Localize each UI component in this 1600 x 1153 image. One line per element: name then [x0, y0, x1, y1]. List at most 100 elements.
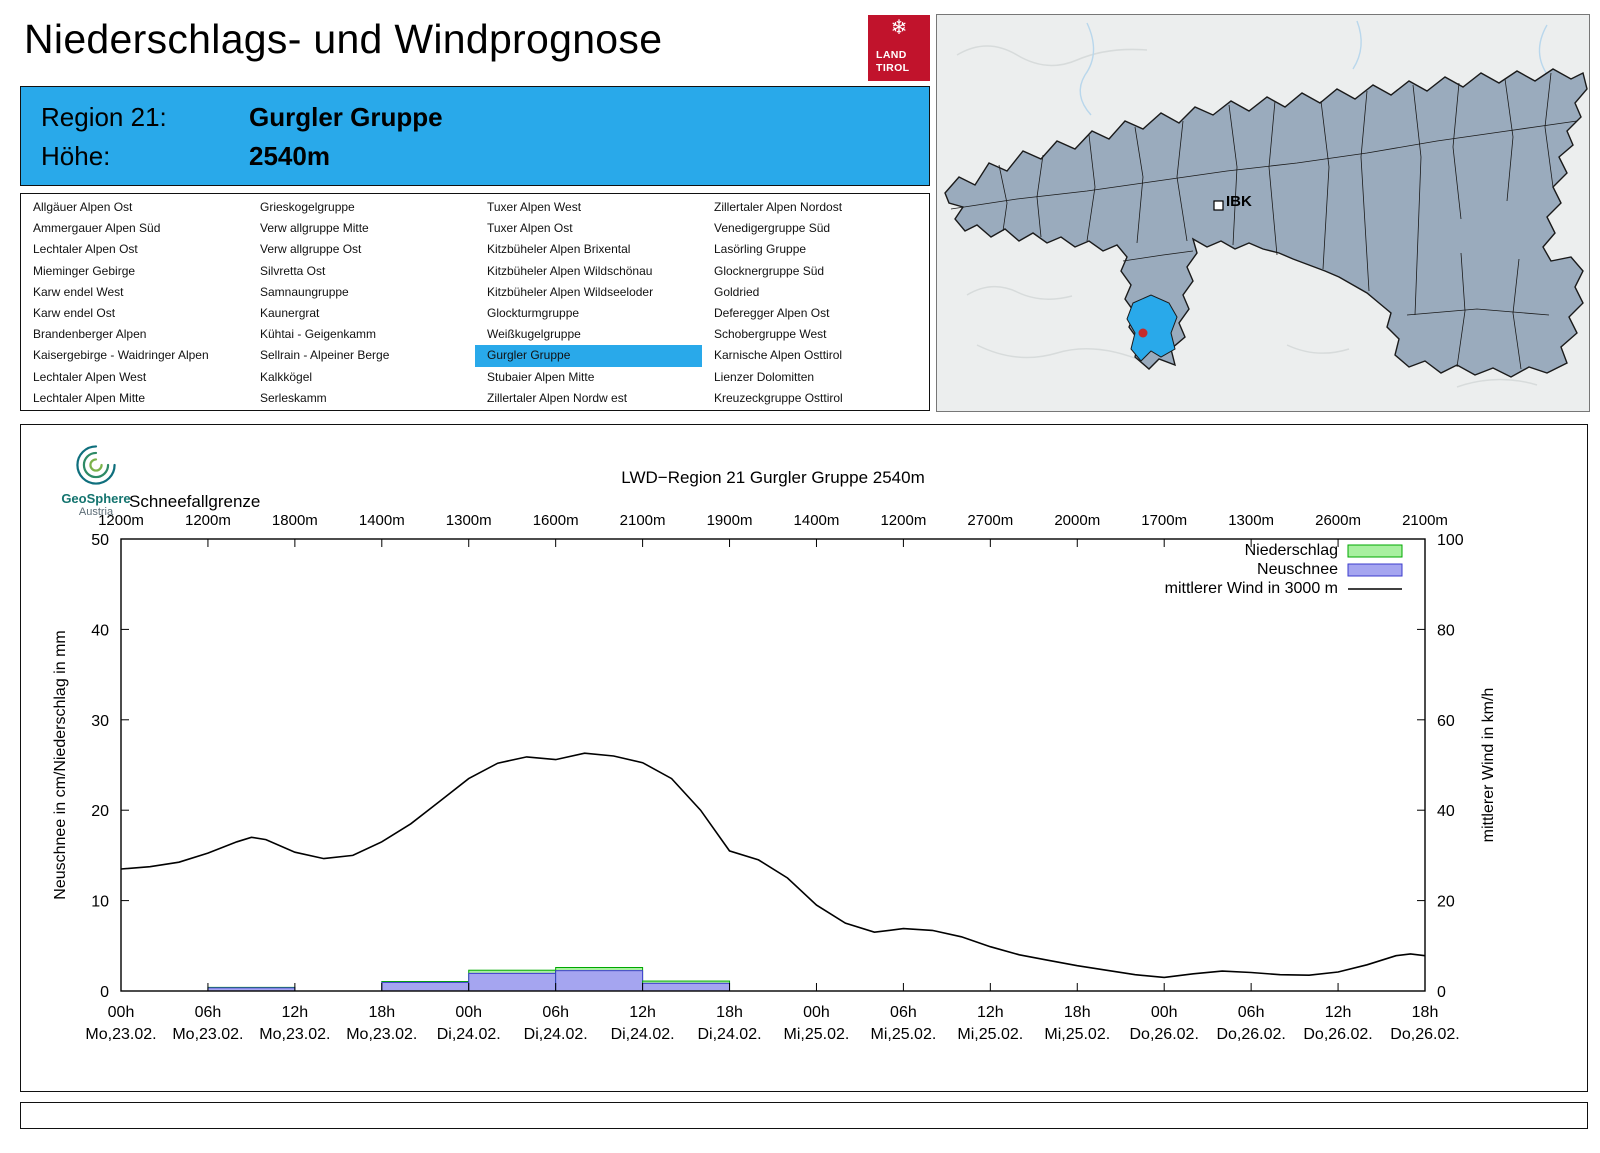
land-tirol-logo-text: LAND TIROL — [876, 49, 910, 74]
x-tick-day: Di,24.02. — [437, 1026, 501, 1043]
region-list-item[interactable]: Karnische Alpen Osttirol — [714, 348, 843, 363]
snowline-value: 2600m — [1315, 512, 1361, 529]
snowline-value: 1200m — [98, 512, 144, 529]
snowflake-icon: ❄ — [890, 17, 908, 39]
region-list-item[interactable]: Lechtaler Alpen West — [33, 369, 147, 384]
region-list-item[interactable]: Lechtaler Alpen Ost — [33, 242, 138, 257]
region-list-item[interactable]: Serleskamm — [260, 390, 327, 405]
region-list-item-selected[interactable]: Gurgler Gruppe — [475, 345, 702, 367]
y-tick-right: 80 — [1437, 622, 1455, 639]
x-tick-hour: 06h — [890, 1004, 917, 1021]
x-tick-day: Do,26.02. — [1130, 1026, 1199, 1043]
x-tick-day: Mi,25.02. — [870, 1026, 936, 1043]
region-list-item[interactable]: Zillertaler Alpen Nordw est — [487, 390, 628, 405]
region-list-item[interactable]: Tuxer Alpen Ost — [487, 221, 573, 236]
x-tick-day: Do,26.02. — [1216, 1026, 1285, 1043]
region-list-item[interactable]: Mieminger Gebirge — [33, 263, 136, 278]
region-list: Allgäuer Alpen Ost Ammergauer Alpen Süd Le… — [20, 193, 930, 411]
x-tick-day: Di,24.02. — [611, 1026, 675, 1043]
region-list-item[interactable]: Allgäuer Alpen Ost — [33, 200, 133, 214]
region-list-item[interactable]: Weißkugelgruppe — [487, 327, 581, 342]
region-list-item[interactable]: Kühtai - Geigenkamm — [260, 327, 377, 342]
region-list-item[interactable]: Kitzbüheler Alpen Brixental — [487, 242, 631, 257]
region-list-item[interactable]: Kaisergebirge - Waidringer Alpen — [33, 348, 209, 363]
region-list-item[interactable]: Silvretta Ost — [260, 263, 326, 278]
geosphere-logo: GeoSphere Austria — [41, 439, 151, 518]
ibk-marker — [1213, 200, 1224, 211]
x-tick-day: Mo,23.02. — [172, 1026, 243, 1043]
region-list-item[interactable]: Zillertaler Alpen Nordost — [714, 200, 843, 214]
region-list-item[interactable]: Kaunergrat — [260, 305, 320, 320]
y-tick-right: 40 — [1437, 803, 1455, 820]
region-list-item[interactable]: Tuxer Alpen West — [487, 200, 582, 214]
y-tick-left: 50 — [91, 532, 109, 549]
neuschnee-bar — [555, 970, 644, 992]
region-banner: Region 21: Gurgler Gruppe Höhe: 2540m — [20, 86, 930, 186]
footer-bar — [20, 1102, 1588, 1129]
region-list-item[interactable]: Glocknergruppe Süd — [714, 263, 825, 278]
wind-line — [120, 752, 1426, 979]
map-svg[interactable]: IBK — [937, 15, 1589, 411]
x-tick-hour: 00h — [1151, 1004, 1178, 1021]
region-list-item[interactable]: Kreuzeckgruppe Osttirol — [714, 390, 843, 405]
y-tick-left: 20 — [91, 803, 109, 820]
y-tick-left: 40 — [91, 622, 109, 639]
region-list-item[interactable]: Kitzbüheler Alpen Wildschönau — [487, 263, 653, 278]
region-list-item[interactable]: Samnaungruppe — [260, 284, 349, 299]
region-list-item[interactable]: Kitzbüheler Alpen Wildseeloder — [487, 284, 654, 299]
x-tick-hour: 12h — [629, 1004, 656, 1021]
snowline-value: 1300m — [1228, 512, 1274, 529]
region-list-item[interactable]: Kalkkögel — [260, 369, 313, 384]
tirol-regions[interactable] — [944, 68, 1588, 378]
neuschnee-bar — [468, 972, 557, 992]
snowline-value: 1300m — [446, 512, 492, 529]
altitude-value: 2540m — [249, 141, 330, 171]
x-tick-hour: 00h — [108, 1004, 135, 1021]
x-tick-day: Do,26.02. — [1390, 1026, 1459, 1043]
x-tick-day: Di,24.02. — [698, 1026, 762, 1043]
y-tick-right: 100 — [1437, 532, 1464, 549]
region-list-item[interactable]: Karw endel Ost — [33, 305, 116, 320]
region-list-item[interactable]: Glockturmgruppe — [487, 305, 580, 320]
region-list-item[interactable]: Brandenberger Alpen — [33, 327, 147, 342]
x-tick-hour: 12h — [1325, 1004, 1352, 1021]
x-tick-hour: 18h — [1064, 1004, 1091, 1021]
y-tick-right: 60 — [1437, 713, 1455, 730]
region-list-item[interactable]: Sellrain - Alpeiner Berge — [260, 348, 390, 363]
x-tick-hour: 18h — [368, 1004, 395, 1021]
x-tick-hour: 06h — [1238, 1004, 1265, 1021]
region-list-item[interactable]: Schobergruppe West — [714, 327, 827, 342]
snowline-value: 1200m — [185, 512, 231, 529]
snowline-value: 1400m — [794, 512, 840, 529]
region-list-item[interactable]: Lasörling Gruppe — [714, 242, 807, 257]
y-tick-right: 20 — [1437, 894, 1455, 911]
x-tick-day: Mi,25.02. — [957, 1026, 1023, 1043]
region-list-item[interactable]: Verw allgruppe Mitte — [260, 221, 369, 236]
region-list-item[interactable]: Verw allgruppe Ost — [260, 242, 362, 257]
x-tick-day: Mi,25.02. — [784, 1026, 850, 1043]
region-list-item[interactable]: Lienzer Dolomitten — [714, 369, 815, 384]
region-list-item[interactable]: Stubaier Alpen Mitte — [487, 369, 595, 384]
region-label: Region 21: — [41, 102, 167, 132]
region-list-item[interactable]: Grieskogelgruppe — [260, 200, 355, 214]
region-list-item[interactable]: Lechtaler Alpen Mitte — [33, 390, 146, 405]
region-value: Gurgler Gruppe — [249, 102, 443, 132]
ibk-label: IBK — [1226, 193, 1252, 210]
snowline-value: 2700m — [967, 512, 1013, 529]
legend-label: mittlerer Wind in 3000 m — [1165, 580, 1338, 597]
region-list-column: Tuxer Alpen West Tuxer Alpen Ost Kitzbühel… — [475, 197, 702, 410]
y-tick-left: 10 — [91, 894, 109, 911]
region-list-item[interactable]: Karw endel West — [33, 284, 124, 299]
tirol-region-map[interactable]: IBK — [936, 14, 1590, 412]
snowline-value: 1900m — [707, 512, 753, 529]
region-list-item[interactable]: Goldried — [714, 284, 760, 299]
selected-region-gurgler-gruppe[interactable] — [1126, 294, 1178, 362]
region-list-item[interactable]: Venedigergruppe Süd — [714, 221, 831, 236]
region-list-item[interactable]: Ammergauer Alpen Süd — [33, 221, 161, 236]
region-list-item[interactable]: Deferegger Alpen Ost — [714, 305, 830, 320]
x-tick-hour: 12h — [977, 1004, 1004, 1021]
x-tick-hour: 18h — [1412, 1004, 1439, 1021]
snowline-value: 1400m — [359, 512, 405, 529]
y-axis-label-right: mittlerer Wind in km/h — [1480, 688, 1497, 843]
